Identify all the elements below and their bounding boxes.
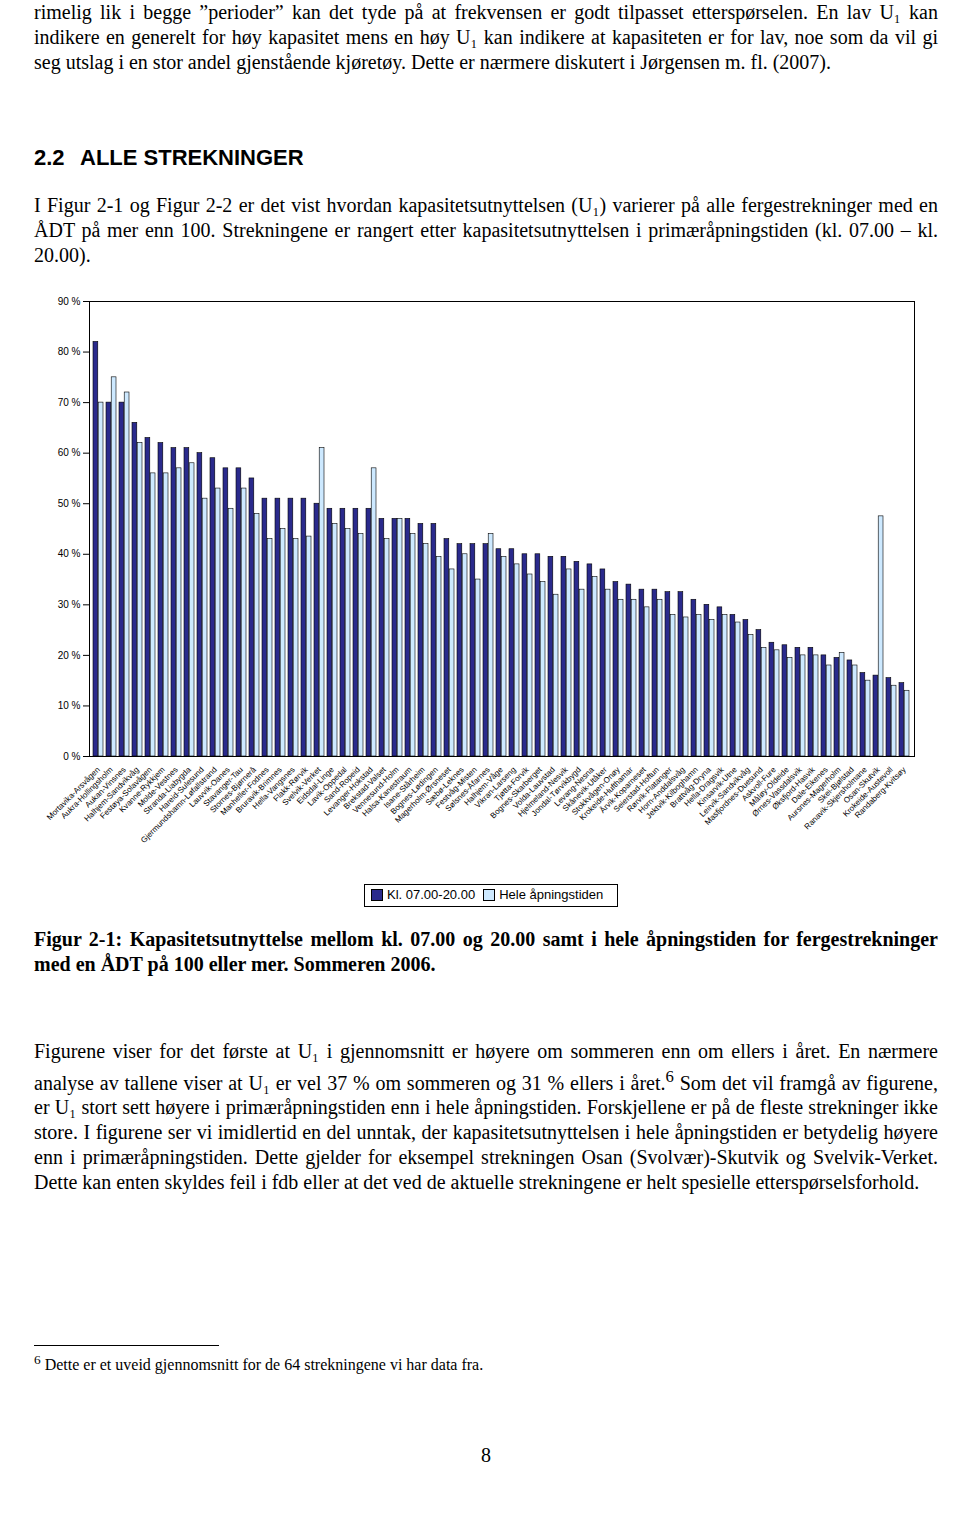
svg-text:Magerholm-Ørsneset: Magerholm-Ørsneset bbox=[393, 765, 453, 825]
svg-text:Halhjem-Sandvikvåg: Halhjem-Sandvikvåg bbox=[82, 765, 141, 824]
svg-text:50 %: 50 % bbox=[58, 498, 81, 509]
svg-text:Vikran-Larseng: Vikran-Larseng bbox=[473, 765, 518, 810]
svg-text:Bognes-Skarberget: Bognes-Skarberget bbox=[488, 765, 544, 821]
svg-text:Levang-Nesna: Levang-Nesna bbox=[552, 765, 596, 809]
svg-text:0 %: 0 % bbox=[63, 751, 80, 762]
svg-text:Mortavika-Arsvågen: Mortavika-Arsvågen bbox=[45, 765, 102, 822]
svg-text:Volda-Lauvstad: Volda-Lauvstad bbox=[511, 765, 557, 811]
svg-text:Ranavik-Skjersholmane: Ranavik-Skjersholmane bbox=[802, 765, 869, 832]
svg-text:Randaberg-Kvitsøy: Randaberg-Kvitsøy bbox=[853, 765, 908, 820]
svg-text:Stavanger-Tau: Stavanger-Tau bbox=[201, 765, 245, 809]
svg-text:Eidsdal-Linge: Eidsdal-Linge bbox=[295, 765, 336, 806]
html-text:Hele åpningstiden: Hele åpningstiden bbox=[499, 887, 604, 902]
svg-text:90 %: 90 % bbox=[58, 296, 81, 307]
svg-text:Dale-Eikenes: Dale-Eikenes bbox=[789, 765, 830, 806]
svg-text:Molde-Vestnes: Molde-Vestnes bbox=[135, 765, 180, 809]
html-text:Kl. 07.00-20.00: Kl. 07.00-20.00 bbox=[387, 887, 476, 902]
svg-text:Lauvvik-Oanes: Lauvvik-Oanes bbox=[187, 765, 232, 810]
svg-text:Vennesund-Holm: Vennesund-Holm bbox=[351, 765, 401, 815]
svg-text:Askvoll-Fure: Askvoll-Fure bbox=[739, 765, 778, 803]
svg-text:Seierstad-Hoftun: Seierstad-Hoftun bbox=[611, 765, 661, 814]
html-text:Figur 2-1: Kapasitetsutnyttels: Figur 2-1: Kapasitetsutnyttelse mellom k… bbox=[34, 927, 938, 975]
svg-text:Aukan-Vinsnes: Aukan-Vinsnes bbox=[83, 765, 128, 810]
svg-text:30 %: 30 % bbox=[58, 599, 81, 610]
svg-text:Skei-Bjølstad: Skei-Bjølstad bbox=[816, 765, 856, 805]
svg-text:20 %: 20 % bbox=[58, 650, 81, 661]
svg-text:Årvik-Koparneset: Årvik-Koparneset bbox=[598, 765, 648, 815]
svg-text:Kvanne-Rykkjem: Kvanne-Rykkjem bbox=[117, 765, 167, 815]
svg-text:Leirvik-Sandvikvåg: Leirvik-Sandvikvåg bbox=[697, 765, 752, 819]
svg-text:Aursnes-Magerholm: Aursnes-Magerholm bbox=[785, 765, 843, 823]
html-text:2.2: 2.2 bbox=[34, 145, 65, 170]
svg-text:Øksfjord-Hasvik: Øksfjord-Hasvik bbox=[770, 765, 817, 812]
svg-text:Brattvåg-Dryna: Brattvåg-Dryna bbox=[668, 765, 713, 810]
svg-text:Sølsnes-Åfarnes: Sølsnes-Åfarnes bbox=[443, 765, 492, 814]
svg-text:60 %: 60 % bbox=[58, 447, 81, 458]
svg-text:Kinsarvik-Utne: Kinsarvik-Utne bbox=[695, 765, 739, 809]
svg-text:Krokeide-Hufthamar: Krokeide-Hufthamar bbox=[577, 765, 635, 823]
svg-text:80 %: 80 % bbox=[58, 346, 81, 357]
svg-text:Halhjem-Våge: Halhjem-Våge bbox=[462, 765, 505, 808]
html-text:ALLE STREKNINGER: ALLE STREKNINGER bbox=[80, 145, 304, 170]
svg-text:Bruravik-Brimnes: Bruravik-Brimnes bbox=[234, 765, 284, 815]
svg-text:40 %: 40 % bbox=[58, 548, 81, 559]
svg-text:Sand-Ropeid: Sand-Ropeid bbox=[322, 765, 362, 805]
svg-text:Hella-Vangsnes: Hella-Vangsnes bbox=[250, 765, 297, 812]
svg-text:Gjermundshamn-Løfallstrand: Gjermundshamn-Løfallstrand bbox=[139, 765, 219, 845]
svg-text:Levanger-Hokstad: Levanger-Hokstad bbox=[322, 765, 375, 818]
svg-text:Stranda-Liabygda: Stranda-Liabygda bbox=[141, 765, 193, 817]
svg-text:Jondal-Tørvikbygd: Jondal-Tørvikbygd bbox=[529, 765, 583, 819]
svg-text:Måløy-Oldeide: Måløy-Oldeide bbox=[747, 765, 791, 809]
svg-text:Sæbø-Leknes: Sæbø-Leknes bbox=[423, 765, 466, 808]
svg-text:Svelvik-Verket: Svelvik-Verket bbox=[280, 765, 323, 808]
svg-text:Festvåg-Misten: Festvåg-Misten bbox=[433, 765, 479, 811]
html-text:Figurene viser for det første: Figurene viser for det første at U₁ i gj… bbox=[34, 1039, 938, 1194]
svg-text:Bognes-Lødingen: Bognes-Lødingen bbox=[388, 765, 440, 817]
svg-text:Hella-Dragsvik: Hella-Dragsvik bbox=[682, 765, 726, 809]
svg-text:Lavik-Oppedal: Lavik-Oppedal bbox=[305, 765, 349, 808]
html-text:6Dette er et uveid gjennomsnit: 6Dette er et uveid gjennomsnitt for de 6… bbox=[34, 1352, 484, 1374]
html-text:I Figur 2-1 og Figur 2-2 er de: I Figur 2-1 og Figur 2-2 er det vist hvo… bbox=[34, 194, 938, 266]
svg-text:Krokeide-Austevoll: Krokeide-Austevoll bbox=[841, 765, 895, 819]
svg-text:Osan-Skutvik: Osan-Skutvik bbox=[841, 765, 882, 806]
svg-text:Festøya-Solavågen: Festøya-Solavågen bbox=[98, 765, 154, 821]
svg-text:Hjelmeland-Nesvik: Hjelmeland-Nesvik bbox=[516, 765, 570, 819]
svg-text:10 %: 10 % bbox=[58, 700, 81, 711]
svg-text:Stokkvågen-Onøy: Stokkvågen-Onøy bbox=[570, 765, 622, 817]
svg-text:Tjøtta-Forvik: Tjøtta-Forvik bbox=[492, 765, 531, 804]
svg-text:Stornes-Bjørnerå: Stornes-Bjørnerå bbox=[208, 765, 258, 815]
svg-text:Isane-Stårheim: Isane-Stårheim bbox=[382, 765, 427, 810]
html-text:8: 8 bbox=[481, 1444, 491, 1467]
svg-text:Horn-Anddalsvåg: Horn-Anddalsvåg bbox=[636, 765, 687, 816]
svg-text:Skånevik-Utåker: Skånevik-Utåker bbox=[560, 765, 609, 814]
svg-text:Rørvik-Flatanger: Rørvik-Flatanger bbox=[625, 765, 674, 814]
svg-text:Ørnes-Vassdalsvik: Ørnes-Vassdalsvik bbox=[750, 765, 804, 819]
svg-text:Halsa-Kanestraum: Halsa-Kanestraum bbox=[360, 765, 414, 819]
svg-text:Brekstad-Valset: Brekstad-Valset bbox=[341, 765, 388, 812]
svg-text:Aukra-Hollingsholm: Aukra-Hollingsholm bbox=[59, 765, 115, 821]
svg-text:Hareid-Sulesund: Hareid-Sulesund bbox=[157, 765, 206, 814]
html-text:rimelig lik i begge ”perioder”: rimelig lik i begge ”perioder” kan det t… bbox=[34, 1, 938, 73]
svg-text:Jektvik-Kilboghamn: Jektvik-Kilboghamn bbox=[644, 765, 700, 821]
svg-text:Masfjordnes-Duesund: Masfjordnes-Duesund bbox=[703, 765, 765, 827]
svg-text:Flakk-Rørvik: Flakk-Rørvik bbox=[271, 765, 310, 804]
svg-text:70 %: 70 % bbox=[58, 397, 81, 408]
svg-text:Manheller-Fodnes: Manheller-Fodnes bbox=[218, 765, 271, 818]
